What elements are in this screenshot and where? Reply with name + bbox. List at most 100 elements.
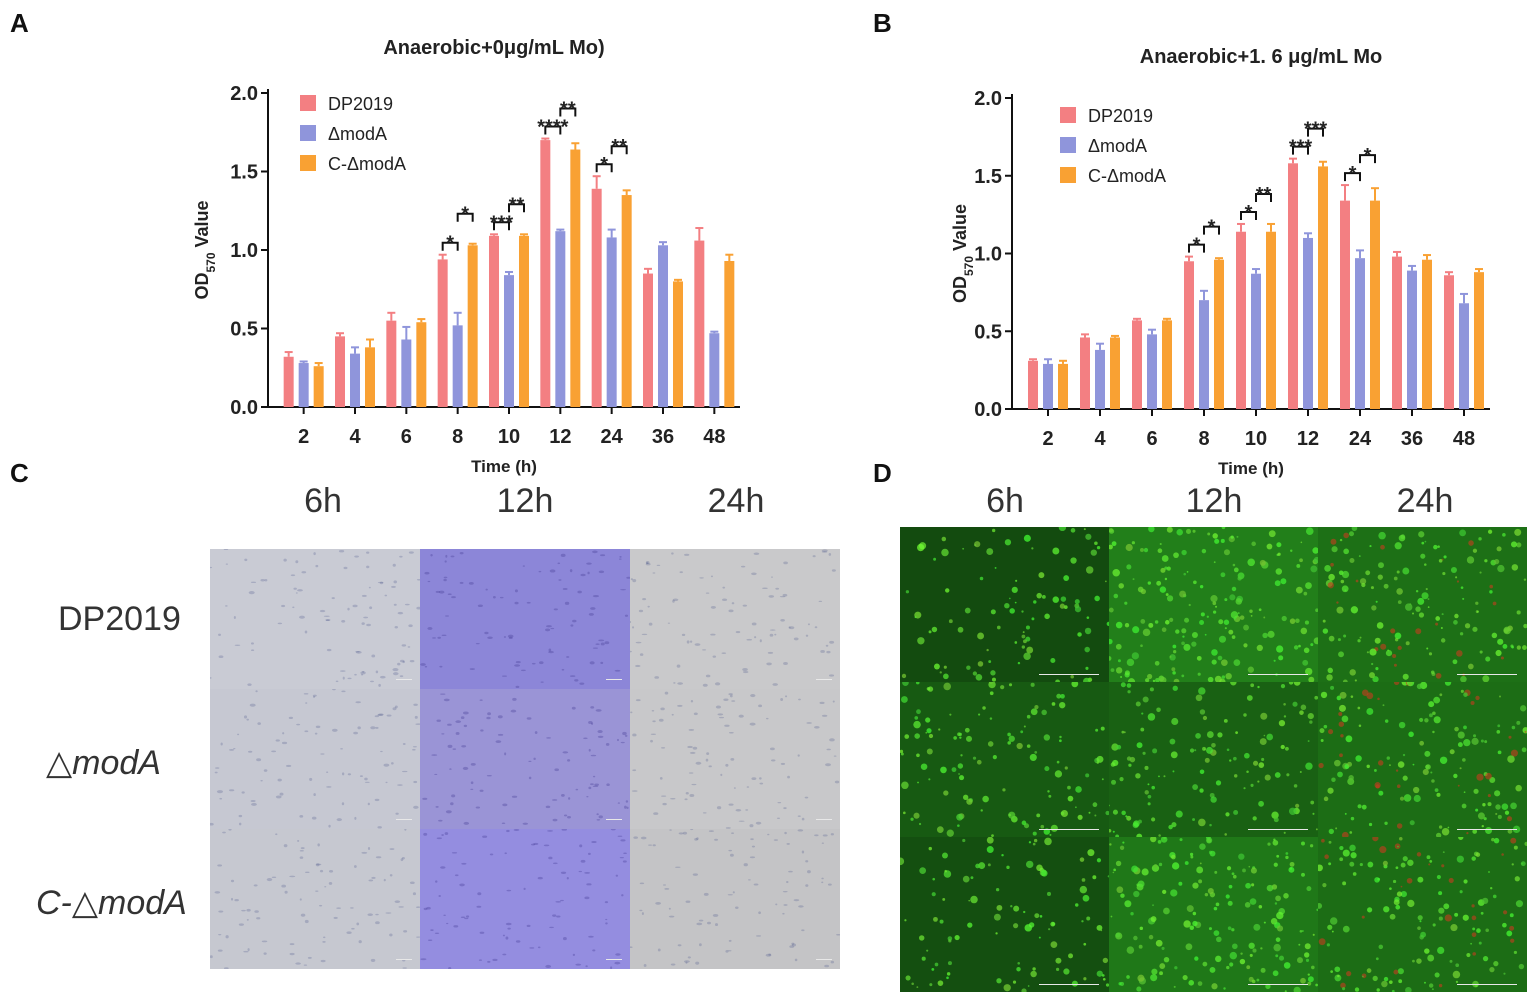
bar — [1028, 360, 1038, 409]
biofilm-stain-tile — [210, 549, 420, 689]
x-tick-label: 10 — [1245, 428, 1267, 450]
sig-bracket — [1292, 145, 1309, 155]
bar — [1444, 275, 1454, 409]
d-col-label-24h: 24h — [1396, 482, 1454, 520]
c-row-label-dp2019: DP2019 — [58, 600, 181, 638]
scale-bar — [606, 679, 622, 680]
legend-label: C-ΔmodA — [1088, 166, 1166, 186]
x-axis-label: Time (h) — [471, 457, 537, 476]
confocal-tile — [1318, 527, 1527, 682]
sig-bracket — [493, 221, 510, 231]
y-tick-label: 0.0 — [230, 397, 258, 419]
bar — [1147, 334, 1157, 409]
bar — [1459, 303, 1469, 409]
sig-label: * — [1193, 235, 1201, 257]
x-tick-label: 24 — [1349, 428, 1372, 450]
biofilm-stain-tile — [210, 829, 420, 969]
bar — [1303, 237, 1313, 409]
chart-a: Anaerobic+0μg/mL Mo) 0.0 0.5 1.0 1.5 2.0 OD570… — [192, 37, 740, 476]
confocal-tile — [900, 682, 1109, 837]
scale-bar — [816, 959, 832, 960]
bar — [504, 275, 514, 407]
chart-title: Anaerobic+0μg/mL Mo) — [383, 37, 604, 59]
sig-label: ** — [1256, 184, 1272, 206]
bar — [365, 347, 375, 407]
confocal-tile — [1109, 682, 1318, 837]
c-col-label-24h: 24h — [707, 482, 765, 520]
y-tick-label: 1.5 — [974, 166, 1002, 188]
sig-label: * — [1208, 217, 1216, 239]
biofilm-stain-tile — [630, 689, 840, 829]
bar — [1162, 320, 1172, 409]
sig-bracket — [1359, 154, 1376, 164]
bar — [519, 235, 529, 407]
legend-label: DP2019 — [1088, 106, 1153, 126]
y-tick-label: 0.0 — [974, 399, 1002, 421]
bar — [591, 188, 602, 407]
sig-bracket — [456, 212, 474, 222]
sig-label: * — [1349, 163, 1357, 185]
scale-bar — [606, 819, 622, 820]
legend-swatch — [1060, 137, 1076, 153]
panel-letter-a: A — [10, 8, 29, 38]
bar — [1080, 337, 1090, 409]
x-axis-label: Time (h) — [1218, 459, 1284, 478]
x-tick-label: 8 — [452, 426, 463, 448]
scale-bar — [1039, 829, 1099, 830]
sig-bracket — [544, 125, 562, 135]
sig-bracket — [559, 107, 577, 117]
sig-label: ** — [509, 194, 525, 216]
bar — [335, 336, 345, 407]
x-tick-label: 12 — [1297, 428, 1319, 450]
y-tick-label: 2.0 — [974, 88, 1002, 110]
x-tick-label: 2 — [298, 426, 309, 448]
x-tick-label: 4 — [349, 426, 361, 448]
y-tick-label: 1.5 — [230, 162, 258, 184]
y-tick-label: 0.5 — [974, 321, 1002, 343]
scale-bar — [396, 959, 412, 960]
confocal-tile — [1318, 837, 1527, 992]
x-tick-label: 4 — [1094, 428, 1106, 450]
bar — [694, 240, 705, 407]
sig-label: * — [1364, 145, 1372, 167]
bar — [1110, 337, 1120, 409]
sig-label: * — [600, 154, 608, 176]
sig-label: ** — [560, 99, 576, 121]
legend-label: C-ΔmodA — [328, 154, 406, 174]
sig-bracket — [508, 203, 525, 213]
x-tick-label: 48 — [1453, 428, 1475, 450]
bar — [1095, 349, 1105, 409]
scale-bar — [1457, 674, 1517, 675]
bar — [1474, 272, 1484, 409]
bar — [1199, 300, 1209, 409]
legend-label: ΔmodA — [1088, 136, 1147, 156]
sig-label: ** — [611, 136, 627, 158]
biofilm-stain-tile — [420, 689, 630, 829]
bar — [555, 231, 566, 407]
bar — [401, 339, 412, 407]
sig-bracket — [1307, 127, 1324, 137]
chart-title: Anaerobic+1. 6 μg/mL Mo — [1140, 46, 1382, 68]
sig-bracket — [595, 163, 613, 173]
scale-bar — [1248, 984, 1308, 985]
bar — [1251, 273, 1261, 409]
legend-swatch — [300, 125, 316, 141]
bar — [1392, 256, 1402, 409]
bar — [350, 353, 360, 407]
bar — [606, 237, 617, 407]
bar — [1355, 258, 1365, 409]
sig-bracket — [1344, 172, 1361, 182]
x-tick-label: 6 — [1146, 428, 1157, 450]
bar — [467, 245, 478, 407]
bar — [1132, 320, 1142, 409]
sig-bracket — [610, 145, 628, 155]
legend-label: ΔmodA — [328, 124, 387, 144]
chart-b: Anaerobic+1. 6 μg/mL Mo 0.0 0.5 1.0 1.5 2.0 OD… — [950, 46, 1490, 478]
x-tick-label: 2 — [1042, 428, 1053, 450]
bar — [283, 356, 294, 407]
sig-bracket — [1188, 243, 1205, 253]
scale-bar — [1457, 829, 1517, 830]
confocal-tile — [900, 527, 1109, 682]
d-col-label-6h: 6h — [986, 482, 1024, 520]
biofilm-stain-tile — [630, 549, 840, 689]
